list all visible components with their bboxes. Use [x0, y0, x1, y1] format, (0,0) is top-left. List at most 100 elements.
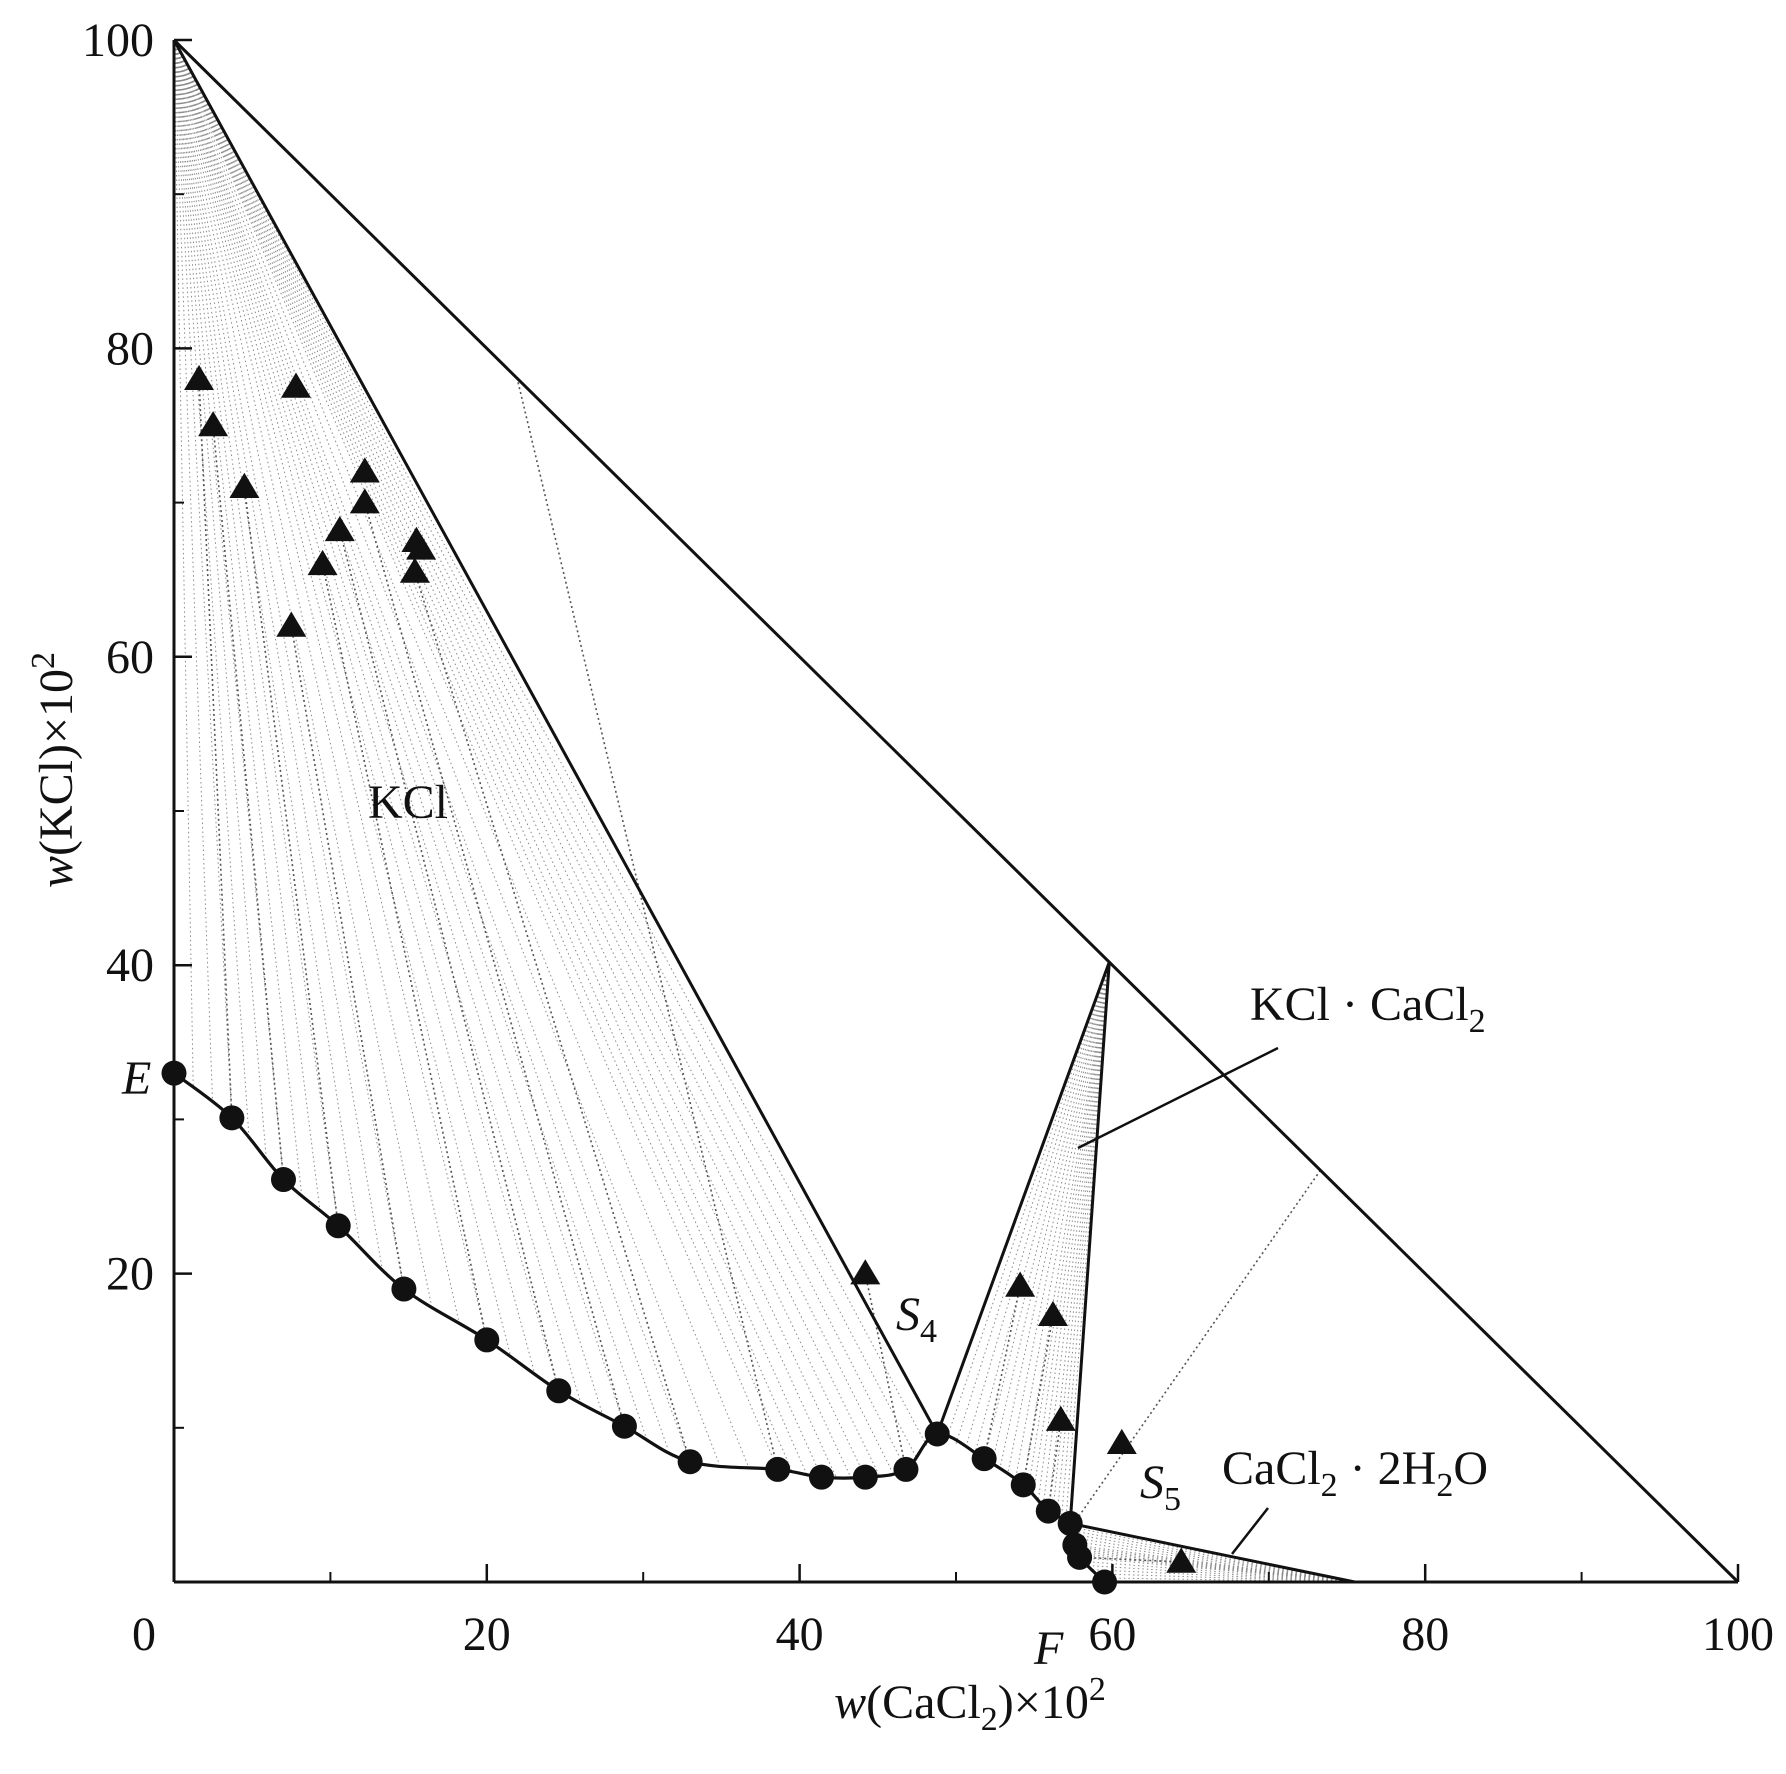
tie-line-fan-kcl: [173, 39, 194, 1089]
region-label-hydrate: CaCl2 · 2H2O: [1222, 1442, 1488, 1504]
y-tick-label: 40: [106, 939, 154, 992]
tie-line: [321, 564, 488, 1341]
x-tick-label: 100: [1702, 1608, 1774, 1661]
liquid-phase-circle: [808, 1464, 834, 1490]
tie-line-fan-kcl: [173, 39, 560, 1391]
tie-line-fan-hydrate: [1074, 1544, 1355, 1583]
wet-residue-triangle: [349, 457, 380, 483]
tie-line-fan-double-salt: [1037, 962, 1110, 1501]
tie-line-fan-kcl: [173, 39, 625, 1427]
tie-line: [414, 571, 691, 1462]
boundary-double-salt-s5: [1068, 962, 1111, 1524]
tie-line: [212, 425, 285, 1180]
tie-line-fan-hydrate: [1072, 1533, 1355, 1583]
tie-line-fan-kcl: [173, 39, 669, 1451]
liquid-phase-circle: [1092, 1569, 1118, 1595]
wet-residue-triangle: [229, 472, 260, 498]
tie-line-fan-double-salt: [1060, 962, 1110, 1519]
wet-residue-triangle: [307, 549, 338, 576]
tie-line-fan-kcl: [173, 39, 907, 1470]
tie-line-fan-kcl: [173, 39, 339, 1226]
liquid-phase-circle: [546, 1378, 572, 1404]
tie-line-fan-kcl: [173, 39, 779, 1470]
tie-line: [290, 625, 405, 1290]
tie-line-fan-double-salt: [1022, 962, 1110, 1485]
tie-lines: [198, 379, 1322, 1563]
point-label-s4: S4: [896, 1288, 937, 1350]
wet-residue-triangle: [349, 488, 380, 514]
x-tick-label: 80: [1401, 1608, 1449, 1661]
tie-line-fan-double-salt: [955, 961, 1110, 1444]
tie-line-fan-kcl: [173, 39, 267, 1160]
tie-line-fan-kcl: [173, 39, 214, 1103]
tie-line-fan-kcl: [173, 39, 928, 1447]
tie-line-fan-kcl: [173, 39, 893, 1473]
tie-line-fan-double-salt: [946, 961, 1110, 1440]
tie-line-fan-hydrate: [1070, 1526, 1355, 1583]
wet-residue-triangle: [1005, 1271, 1036, 1297]
tie-line-fan-double-salt: [999, 962, 1110, 1470]
liquid-phase-circle: [924, 1421, 950, 1447]
tie-line: [1022, 1315, 1054, 1485]
liquid-phase-circle: [270, 1167, 296, 1193]
liquid-phase-circle: [677, 1449, 703, 1475]
x-tick-label: 60: [1088, 1608, 1136, 1661]
tie-line-fan-hydrate: [1071, 1530, 1355, 1583]
tie-line: [198, 379, 233, 1118]
tie-line: [864, 1273, 907, 1470]
y-tick-label: 60: [106, 631, 154, 684]
wet-residue-triangle: [1045, 1405, 1076, 1431]
liquid-phase-circle: [474, 1327, 500, 1353]
x-tick-label: 20: [463, 1608, 511, 1661]
liquid-phase-circle: [765, 1456, 791, 1482]
leader-line-hydrate: [1231, 1507, 1269, 1555]
tie-line-fan-kcl: [173, 39, 303, 1196]
tie-line-fan-kcl: [173, 39, 917, 1458]
tie-line-fan-kcl: [173, 39, 460, 1324]
tie-line-fan-kcl: [173, 39, 822, 1478]
y-tick-label: 20: [106, 1248, 154, 1301]
tie-line-fan-kcl: [173, 39, 405, 1290]
tie-line-fan-kcl: [173, 39, 383, 1269]
point-label-e: E: [121, 1052, 151, 1105]
tie-line-fan-hydrate: [1076, 1548, 1355, 1583]
tie-line-fan-kcl: [173, 39, 250, 1139]
solubility-curve-path: [173, 1071, 1106, 1584]
phase-boundaries: [172, 38, 1740, 1584]
tie-line-fan-double-salt: [1056, 962, 1110, 1517]
liquid-phase-circle: [611, 1413, 637, 1439]
wet-residue-triangle: [1166, 1547, 1197, 1573]
point-label-f: F: [1033, 1622, 1064, 1675]
solubility-curve: [173, 1071, 1106, 1584]
liquid-phase-circle: [1067, 1544, 1093, 1570]
boundary-s5-hydrate: [1069, 1521, 1356, 1584]
tie-line-fan-kcl: [173, 39, 488, 1341]
tie-line-fan-kcl: [173, 39, 536, 1374]
tie-line-fan-kcl: [173, 39, 321, 1211]
tie-line-fan-double-salt: [1042, 962, 1110, 1506]
tie-line-fan-hydrate: [1100, 1577, 1355, 1583]
leader-line-double-salt: [1077, 1046, 1279, 1150]
tie-line-fan-kcl: [173, 39, 837, 1478]
tie-line-fans: [173, 39, 1355, 1583]
wet-residue-triangle: [399, 557, 430, 583]
wet-residue-triangle: [280, 372, 311, 398]
tie-line-fan-double-salt: [1032, 962, 1110, 1496]
tie-line-fan-double-salt: [1065, 962, 1110, 1521]
tie-line: [1079, 1556, 1182, 1563]
boundary-s4-double-salt: [935, 961, 1111, 1435]
liquid-phase-circle: [1010, 1472, 1036, 1498]
wet-residue-triangle: [198, 411, 229, 437]
wet-residue-triangle: [406, 534, 437, 560]
region-label-kcl: KCl: [368, 776, 448, 829]
x-axis-title: w(CaCl2)×102: [834, 1671, 1106, 1738]
wet-residue-triangle: [1037, 1300, 1068, 1327]
tie-line-fan-kcl: [173, 39, 793, 1473]
tie-line: [517, 382, 779, 1470]
tie-line-fan-hydrate: [1075, 1546, 1355, 1583]
liquid-phase-circle: [391, 1276, 417, 1302]
tie-line-fan-kcl: [173, 39, 691, 1462]
liquid-phase-circle: [1035, 1498, 1061, 1524]
tie-line-fan-kcl: [173, 39, 433, 1307]
